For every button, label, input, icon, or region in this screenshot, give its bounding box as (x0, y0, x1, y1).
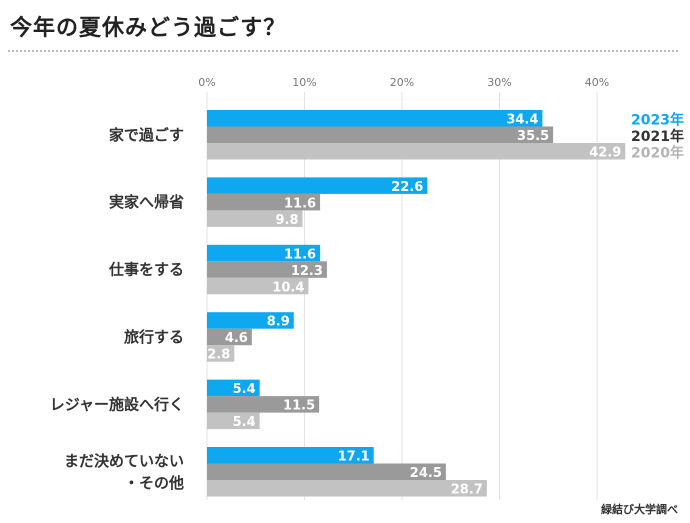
bar (207, 345, 235, 362)
bar (207, 126, 554, 143)
bar-value-label: 24.5 (410, 466, 442, 481)
bar (207, 177, 428, 194)
x-tick-label: 10% (292, 76, 316, 89)
bar-value-label: 28.7 (451, 483, 483, 498)
bar-value-label: 5.4 (233, 415, 256, 430)
legend-entry: 2023年 (631, 112, 684, 129)
bar-value-label: 11.5 (283, 399, 315, 414)
category-label: レジャー施設へ行く (50, 395, 184, 413)
bar (207, 210, 303, 227)
source-note: 緑結び大学調べ (601, 503, 678, 516)
bar-value-label: 34.4 (506, 113, 538, 128)
bar (207, 244, 321, 262)
bar-value-label: 9.8 (276, 213, 299, 228)
bar (207, 312, 294, 329)
category-label: 実家へ帰省 (109, 193, 184, 211)
legend-entry: 2020年 (631, 145, 684, 162)
bar-value-label: 42.9 (589, 146, 621, 161)
bar-value-label: 11.6 (284, 196, 316, 211)
bar (207, 447, 374, 464)
category-label: ・その他 (124, 474, 184, 492)
page-title: 今年の夏休みどう過ごす？ (10, 16, 287, 41)
bar-value-label: 2.8 (207, 348, 230, 363)
bar (207, 463, 446, 480)
bar (207, 480, 487, 497)
bar-value-label: 10.4 (272, 280, 304, 295)
category-label: 仕事をする (108, 261, 184, 279)
category-label: まだ決めていない (64, 452, 184, 470)
category-label: 旅行する (124, 328, 184, 346)
bar (207, 412, 260, 430)
category-label: 家で過ごす (109, 126, 184, 144)
bar-value-label: 22.6 (391, 180, 423, 195)
bar-value-label: 4.6 (225, 331, 248, 346)
bar-value-label: 17.1 (338, 450, 370, 465)
bar (207, 110, 543, 127)
bar-value-label: 5.4 (233, 382, 256, 397)
bar (207, 193, 321, 211)
bar-value-label: 35.5 (517, 129, 549, 144)
bar-value-label: 12.3 (291, 264, 323, 279)
bar (207, 261, 327, 278)
legend-entry: 2021年 (631, 128, 684, 145)
title-divider (8, 50, 678, 52)
bar (207, 396, 320, 413)
bar-value-label: 11.6 (284, 247, 316, 262)
bar (207, 379, 260, 397)
x-tick-label: 20% (390, 76, 414, 89)
bar (207, 277, 309, 295)
x-tick-label: 40% (585, 76, 609, 89)
x-tick-label: 0% (198, 76, 215, 89)
bar (207, 328, 252, 346)
x-tick-label: 30% (487, 76, 511, 89)
bar (207, 143, 626, 160)
bar-value-label: 8.9 (267, 315, 290, 330)
